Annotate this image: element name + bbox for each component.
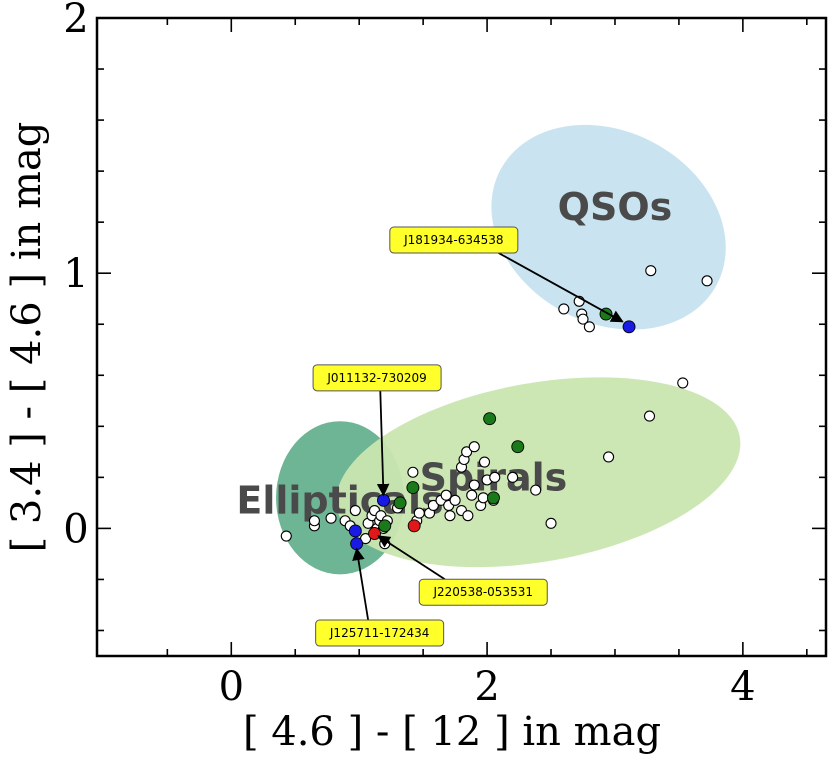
open-point	[413, 507, 425, 519]
region-label-qsos: QSOs	[558, 185, 673, 229]
annotation-arrow	[352, 547, 370, 621]
tick-labels-layer: 0 2 4 0 1 2	[63, 0, 755, 710]
annotation-box	[418, 578, 548, 606]
open-point	[466, 489, 478, 501]
open-point	[643, 410, 656, 422]
open-point	[645, 265, 657, 277]
open-point	[701, 275, 713, 287]
y-tick-label: 2	[63, 0, 88, 42]
point-green-objects	[406, 481, 420, 495]
annotation-label: J125711-172434	[329, 626, 430, 640]
annotation-box	[312, 364, 442, 392]
open-point	[468, 441, 480, 453]
annotations-layer: J181934-634538 J011132-730209 J220538-0535…	[312, 226, 624, 647]
point-highlighted-sources	[350, 537, 364, 551]
open-point	[360, 533, 372, 545]
annotation-label: J181934-634538	[403, 233, 504, 247]
point-highlighted-sources	[348, 524, 362, 538]
point-red-objects	[368, 527, 381, 540]
open-point	[558, 303, 570, 315]
y-axis-title: [ 3.4 ] - [ 4.6 ] in mag	[4, 122, 50, 553]
open-point	[461, 446, 473, 458]
point-highlighted-sources	[377, 493, 390, 507]
point-red-objects	[407, 519, 421, 533]
open-point	[545, 517, 557, 529]
open-point	[325, 512, 337, 524]
open-point	[677, 377, 689, 389]
x-tick-label: 0	[219, 664, 244, 710]
point-green-objects	[511, 440, 525, 454]
annotation-arrow	[376, 390, 390, 497]
annotation-label: J011132-730209	[326, 371, 427, 385]
region-spirals	[336, 377, 741, 568]
open-point	[530, 484, 542, 496]
annotation-label: J220538-053531	[432, 585, 533, 599]
x-tick-label: 4	[730, 664, 755, 710]
x-tick-label: 2	[474, 664, 499, 710]
open-point	[478, 456, 491, 468]
regions-layer	[276, 124, 741, 575]
open-point	[440, 489, 452, 501]
annotation-box	[315, 619, 445, 647]
open-point	[407, 466, 419, 478]
open-point	[462, 510, 474, 522]
annotation-arrow	[498, 252, 624, 323]
point-green-objects	[483, 412, 497, 426]
open-point	[477, 492, 489, 504]
open-point	[449, 494, 461, 506]
open-point	[349, 504, 361, 517]
open-point	[280, 530, 292, 542]
region-qsos	[491, 124, 726, 330]
open-point	[308, 515, 320, 527]
open-point	[489, 471, 501, 483]
open-point	[583, 321, 595, 333]
annotation-box	[389, 226, 519, 254]
point-green-objects	[487, 491, 500, 505]
open-point	[603, 451, 615, 463]
point-green-objects	[378, 519, 392, 533]
point-green-objects	[393, 496, 407, 510]
ticks-layer	[97, 17, 826, 656]
open-point	[468, 479, 480, 491]
open-point	[427, 499, 439, 511]
y-tick-label: 1	[63, 251, 88, 297]
open-point	[507, 471, 519, 483]
x-axis-title: [ 4.6 ] - [ 12 ] in mag	[243, 709, 661, 755]
point-highlighted-sources	[622, 320, 636, 334]
y-tick-label: 0	[63, 506, 88, 552]
open-point	[577, 313, 589, 325]
annotation-arrow	[377, 535, 446, 580]
open-point	[444, 510, 456, 522]
plot-frame	[95, 16, 828, 658]
